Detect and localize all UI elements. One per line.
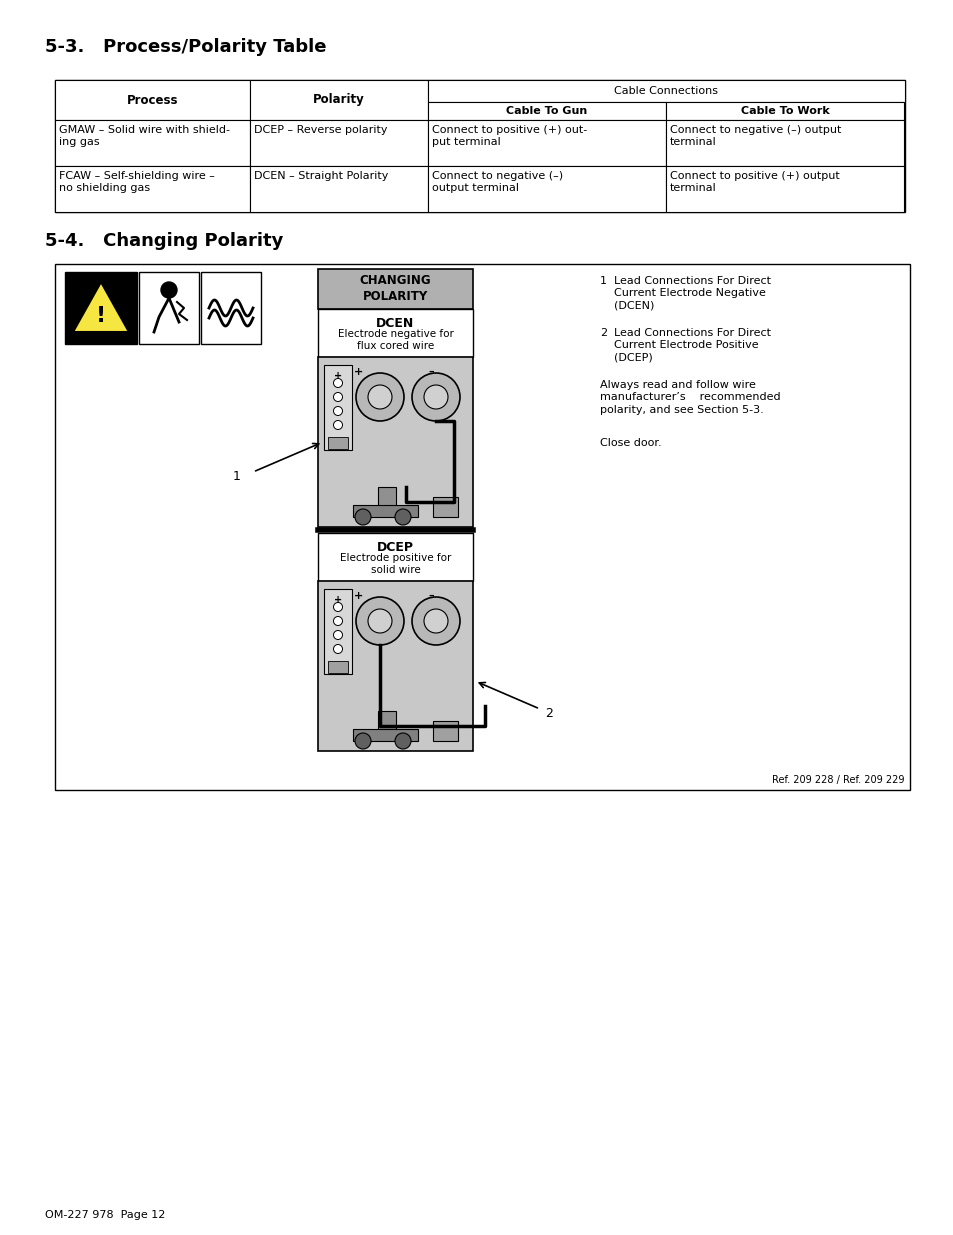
Bar [428, 165, 665, 212]
Bar [55, 165, 250, 212]
Circle shape [334, 420, 342, 430]
Bar [317, 309, 473, 357]
Bar [377, 711, 395, 739]
Bar [353, 505, 417, 517]
Bar [665, 165, 903, 212]
Text: !: ! [96, 306, 106, 326]
Circle shape [334, 393, 342, 401]
Circle shape [355, 373, 403, 421]
Text: DCEN – Straight Polarity: DCEN – Straight Polarity [253, 170, 388, 182]
Bar [377, 487, 395, 515]
Text: +: + [354, 367, 363, 377]
Text: DCEP: DCEP [376, 541, 414, 555]
Circle shape [412, 373, 459, 421]
Text: 1: 1 [599, 275, 606, 287]
Text: Always read and follow wire
manufacturer’s    recommended
polarity, and see Sect: Always read and follow wire manufacturer… [599, 380, 780, 415]
Bar [324, 366, 352, 450]
Circle shape [355, 509, 371, 525]
Bar [665, 120, 903, 165]
Text: Connect to positive (+) out-
put terminal: Connect to positive (+) out- put termina… [432, 125, 587, 147]
Bar [139, 272, 199, 345]
Bar [433, 721, 457, 741]
Text: DCEN: DCEN [376, 317, 415, 330]
Bar [55, 264, 909, 790]
Text: +: + [334, 370, 342, 382]
Bar [317, 534, 473, 580]
Text: 2: 2 [544, 706, 553, 720]
Bar [55, 80, 250, 120]
Text: CHANGING
POLARITY: CHANGING POLARITY [359, 274, 431, 304]
Text: Polarity: Polarity [313, 94, 364, 106]
Text: +: + [354, 592, 363, 601]
Bar [433, 496, 457, 517]
Circle shape [368, 385, 392, 409]
Text: Cable To Gun: Cable To Gun [506, 106, 587, 116]
Bar [250, 120, 428, 165]
Text: OM-227 978  Page 12: OM-227 978 Page 12 [45, 1210, 165, 1220]
Text: Connect to negative (–) output
terminal: Connect to negative (–) output terminal [669, 125, 841, 147]
Text: Electrode negative for
flux cored wire: Electrode negative for flux cored wire [337, 329, 453, 352]
Circle shape [368, 609, 392, 634]
Text: GMAW – Solid wire with shield-
ing gas: GMAW – Solid wire with shield- ing gas [59, 125, 230, 147]
Bar [250, 165, 428, 212]
Circle shape [334, 406, 342, 415]
Bar [428, 103, 665, 120]
Bar [317, 269, 473, 309]
Text: –: – [428, 592, 434, 601]
Bar [665, 103, 903, 120]
Bar [328, 437, 348, 450]
Text: Cable Connections: Cable Connections [614, 86, 718, 96]
Bar [324, 589, 352, 674]
Text: Cable To Work: Cable To Work [740, 106, 828, 116]
Text: FCAW – Self-shielding wire –
no shielding gas: FCAW – Self-shielding wire – no shieldin… [59, 170, 214, 194]
Circle shape [395, 509, 411, 525]
Text: 1: 1 [233, 471, 241, 483]
Circle shape [423, 609, 448, 634]
Text: Close door.: Close door. [599, 438, 661, 448]
Bar [65, 272, 137, 345]
Bar [317, 580, 473, 751]
Text: Lead Connections For Direct
Current Electrode Positive
(DCEP): Lead Connections For Direct Current Elec… [614, 329, 770, 363]
Bar [55, 120, 250, 165]
Text: –: – [428, 367, 434, 377]
Circle shape [355, 734, 371, 748]
Text: Lead Connections For Direct
Current Electrode Negative
(DCEN): Lead Connections For Direct Current Elec… [614, 275, 770, 311]
Circle shape [355, 597, 403, 645]
Bar [55, 80, 904, 212]
Text: 2: 2 [599, 329, 606, 338]
Circle shape [334, 631, 342, 640]
Circle shape [423, 385, 448, 409]
Text: Connect to negative (–)
output terminal: Connect to negative (–) output terminal [432, 170, 562, 194]
Text: 5-3.   Process/Polarity Table: 5-3. Process/Polarity Table [45, 38, 326, 56]
Circle shape [412, 597, 459, 645]
Circle shape [334, 378, 342, 388]
Text: Electrode positive for
solid wire: Electrode positive for solid wire [339, 553, 451, 576]
Text: DCEP – Reverse polarity: DCEP – Reverse polarity [253, 125, 387, 135]
Circle shape [334, 645, 342, 653]
Text: Connect to positive (+) output
terminal: Connect to positive (+) output terminal [669, 170, 839, 194]
Bar [317, 357, 473, 527]
Polygon shape [73, 282, 129, 332]
Bar [328, 661, 348, 673]
Bar [428, 80, 904, 103]
Bar [353, 729, 417, 741]
Text: 5-4.   Changing Polarity: 5-4. Changing Polarity [45, 232, 283, 249]
Circle shape [334, 616, 342, 625]
Text: Ref. 209 228 / Ref. 209 229: Ref. 209 228 / Ref. 209 229 [772, 776, 904, 785]
Circle shape [395, 734, 411, 748]
Bar [428, 120, 665, 165]
Circle shape [334, 603, 342, 611]
Bar [250, 80, 428, 120]
Circle shape [161, 282, 177, 298]
Text: +: + [334, 595, 342, 605]
Bar [201, 272, 261, 345]
Text: Process: Process [127, 94, 178, 106]
